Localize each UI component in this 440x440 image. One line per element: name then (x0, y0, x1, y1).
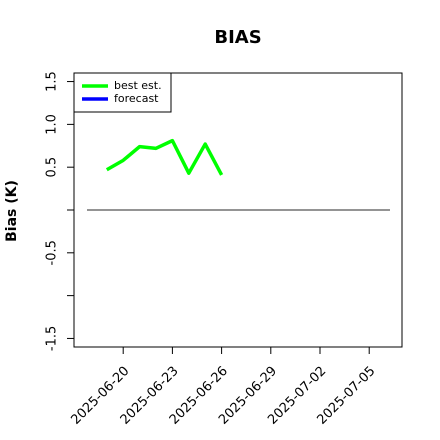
y-tick-label: -0.5 (45, 240, 60, 265)
y-tick-label: 0.5 (45, 157, 60, 178)
chart-title: BIAS (214, 27, 261, 48)
series-line (105, 138, 224, 176)
y-tick-label: -1.5 (45, 326, 60, 351)
y-tick-label: 1.0 (45, 114, 60, 135)
legend-label: forecast (114, 92, 159, 105)
legend-label: best est. (114, 79, 162, 92)
y-tick-label: 1.5 (45, 71, 60, 92)
legend-box (73, 72, 172, 113)
y-axis-label: Bias (K) (4, 180, 20, 242)
